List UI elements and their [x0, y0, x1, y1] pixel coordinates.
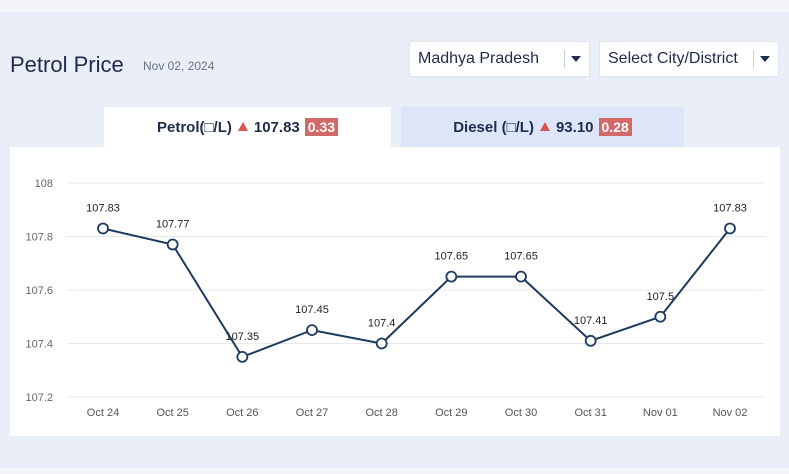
data-point: [584, 334, 597, 347]
data-label: 107.83: [86, 202, 120, 214]
data-point: [166, 238, 179, 251]
tab-diesel[interactable]: Diesel (□/L) 93.10 0.28: [401, 107, 684, 147]
data-label: 107.65: [504, 251, 538, 263]
x-tick-label: Oct 31: [574, 407, 606, 419]
tab-petrol-price: 107.83: [253, 118, 300, 136]
top-strip: [0, 0, 789, 12]
x-tick-label: Oct 24: [87, 407, 119, 419]
data-label: 107.45: [295, 304, 329, 316]
x-tick-label: Nov 01: [643, 407, 678, 419]
tab-petrol[interactable]: Petrol(□/L) 107.83 0.33: [104, 107, 391, 147]
header: Petrol Price Nov 02, 2024 Madhya Pradesh…: [0, 28, 789, 96]
chevron-down-icon[interactable]: [760, 56, 770, 62]
data-point: [375, 337, 388, 350]
data-label: 107.83: [713, 202, 747, 214]
x-tick-label: Oct 28: [365, 407, 397, 419]
x-tick-label: Oct 27: [296, 407, 328, 419]
page-title: Petrol Price: [10, 52, 124, 77]
data-point: [654, 310, 667, 323]
y-tick-label: 108: [35, 178, 53, 190]
x-tick-label: Oct 26: [226, 407, 258, 419]
city-select[interactable]: Select City/District: [599, 41, 779, 77]
data-label: 107.77: [156, 219, 190, 231]
data-point: [236, 350, 249, 363]
select-separator: [564, 50, 565, 68]
price-up-icon: [237, 121, 248, 131]
tab-diesel-label: Diesel (□/L): [453, 118, 534, 136]
data-point: [515, 270, 527, 283]
x-tick-label: Oct 29: [435, 407, 467, 419]
data-label: 107.35: [226, 331, 260, 343]
data-point: [445, 270, 458, 283]
data-label: 107.5: [647, 291, 675, 303]
data-label: 107.41: [574, 315, 608, 327]
city-select-value: Select City/District: [608, 50, 738, 67]
data-point: [97, 222, 109, 235]
tab-petrol-label: Petrol(□/L): [156, 118, 232, 136]
bottom-strip: [0, 468, 789, 474]
series-line: [102, 227, 731, 359]
y-tick-label: 107.6: [25, 285, 53, 297]
price-line-chart: 107.2 107.4 107.6 107.8 108 Oct 24 Oct 25 Oct 2…: [25, 178, 765, 419]
x-tick-label: Oct 25: [156, 407, 188, 419]
tab-diesel-price: 93.10: [555, 118, 594, 136]
x-tick-label: Nov 02: [713, 407, 748, 419]
data-label: 107.4: [368, 318, 396, 330]
state-select-value: Madhya Pradesh: [418, 50, 539, 67]
chevron-down-icon[interactable]: [571, 56, 581, 62]
tab-petrol-change-badge: 0.33: [304, 118, 339, 136]
price-up-icon: [539, 121, 550, 131]
data-label: 107.65: [435, 251, 469, 263]
y-tick-label: 107.8: [25, 232, 53, 244]
page-date: Nov 02, 2024: [143, 59, 215, 73]
x-tick-label: Oct 30: [505, 407, 537, 419]
y-tick-label: 107.4: [25, 339, 53, 351]
price-chart-card: 107.2 107.4 107.6 107.8 108 Oct 24 Oct 25 Oct 2…: [10, 147, 780, 436]
select-separator: [753, 50, 754, 68]
state-select[interactable]: Madhya Pradesh: [409, 41, 590, 77]
tab-diesel-change-badge: 0.28: [598, 118, 632, 136]
y-tick-label: 107.2: [25, 392, 53, 404]
data-point: [306, 324, 318, 337]
data-point: [724, 222, 736, 235]
